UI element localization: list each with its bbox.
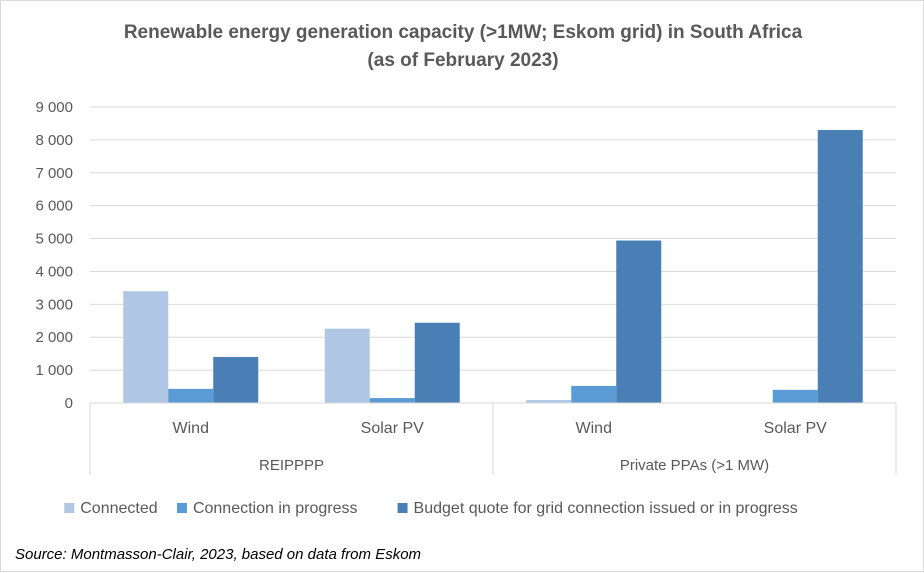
chart-title: Renewable energy generation capacity (>1… [1, 19, 924, 75]
y-tick-label: 3 000 [35, 296, 73, 313]
y-tick-label: 4 000 [35, 263, 73, 280]
bar [213, 356, 259, 403]
legend-swatch [397, 503, 408, 513]
bar [414, 322, 460, 403]
chart-title-line-1: Renewable energy generation capacity (>1… [123, 22, 803, 43]
y-tick-label: 2 000 [35, 329, 73, 346]
y-tick-label: 6 000 [35, 198, 73, 215]
bar [526, 400, 572, 403]
legend-label: Connected [80, 500, 157, 517]
legend-label: Connection in progress [193, 500, 358, 517]
bar [369, 398, 415, 403]
bar [817, 130, 863, 403]
legend-swatch [176, 503, 187, 513]
x-group-label: Private PPAs (>1 MW) [620, 457, 769, 474]
bar [571, 385, 617, 403]
bar [324, 328, 370, 403]
y-tick-label: 9 000 [35, 99, 73, 116]
chart-title-line-2: (as of February 2023) [367, 50, 559, 71]
bar [772, 389, 818, 403]
y-tick-label: 1 000 [35, 362, 73, 379]
x-tick-label: Wind [173, 420, 209, 437]
bar [168, 388, 214, 403]
y-tick-label: 8 000 [35, 132, 73, 149]
x-tick-label: Wind [576, 420, 612, 437]
y-tick-label: 5 000 [35, 231, 73, 248]
x-tick-label: Solar PV [361, 420, 424, 437]
bar [616, 240, 662, 403]
y-tick-label: 7 000 [35, 165, 73, 182]
legend-label: Budget quote for grid connection issued … [414, 500, 798, 517]
source-note: Source: Montmasson-Clair, 2023, based on… [15, 546, 422, 563]
bar [123, 291, 169, 403]
legend-swatch [64, 503, 75, 513]
x-tick-label: Solar PV [764, 420, 827, 437]
x-group-label: REIPPPP [259, 457, 324, 474]
y-tick-label: 0 [65, 395, 73, 412]
